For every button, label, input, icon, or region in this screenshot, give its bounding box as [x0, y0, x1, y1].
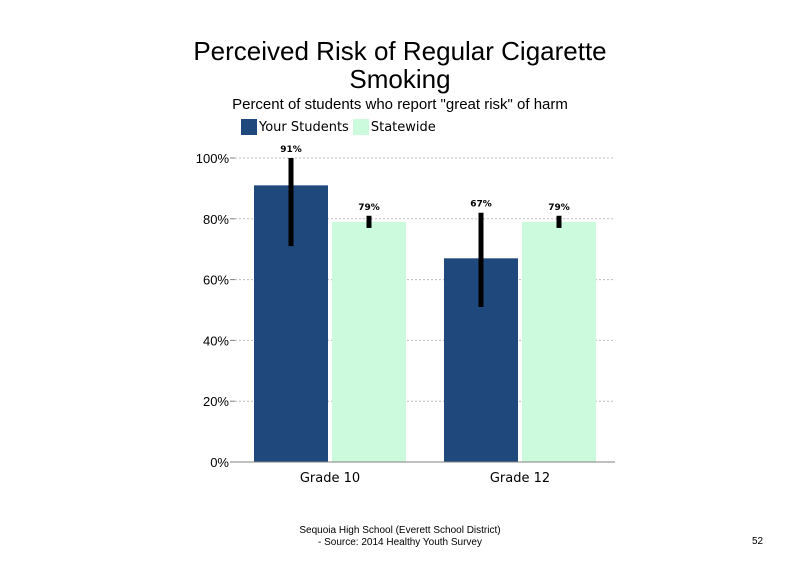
legend: Your Students Statewide	[241, 118, 440, 136]
legend-swatch-statewide	[352, 119, 369, 135]
footer-line-1: Sequoia High School (Everett School Dist…	[299, 525, 501, 536]
legend-label-statewide: Statewide	[370, 119, 436, 135]
x-tick-label: Grade 10	[300, 471, 360, 486]
bar	[522, 221, 596, 462]
chart-title: Perceived Risk of Regular Cigarette Smok…	[150, 37, 650, 93]
y-tick-label: 20%	[203, 394, 229, 409]
bar	[332, 221, 406, 462]
y-tick-label: 0%	[210, 455, 229, 470]
y-tick-label: 80%	[203, 212, 229, 227]
chart-title-line-2: Smoking	[349, 64, 451, 94]
page-number: 52	[752, 536, 764, 547]
x-tick-label: Grade 12	[490, 471, 550, 486]
chart-title-line-1: Perceived Risk of Regular Cigarette	[193, 36, 607, 66]
y-tick-label: 40%	[203, 333, 229, 348]
footer-line-2: - Source: 2014 Healthy Youth Survey	[318, 537, 482, 548]
legend-swatch-your-students	[241, 119, 257, 135]
source-footer: Sequoia High School (Everett School Dist…	[250, 525, 550, 549]
y-tick-label: 60%	[203, 273, 229, 288]
legend-label-your-students: Your Students	[259, 119, 349, 135]
data-label: 79%	[358, 203, 380, 213]
chart-subtitle: Percent of students who report "great ri…	[232, 96, 568, 113]
legend-item-your-students: Your Students	[241, 119, 349, 135]
data-label: 79%	[548, 203, 570, 213]
y-tick-label: 100%	[196, 151, 230, 166]
legend-item-statewide: Statewide	[352, 119, 436, 135]
data-label: 91%	[280, 145, 302, 155]
data-label: 67%	[470, 200, 492, 210]
